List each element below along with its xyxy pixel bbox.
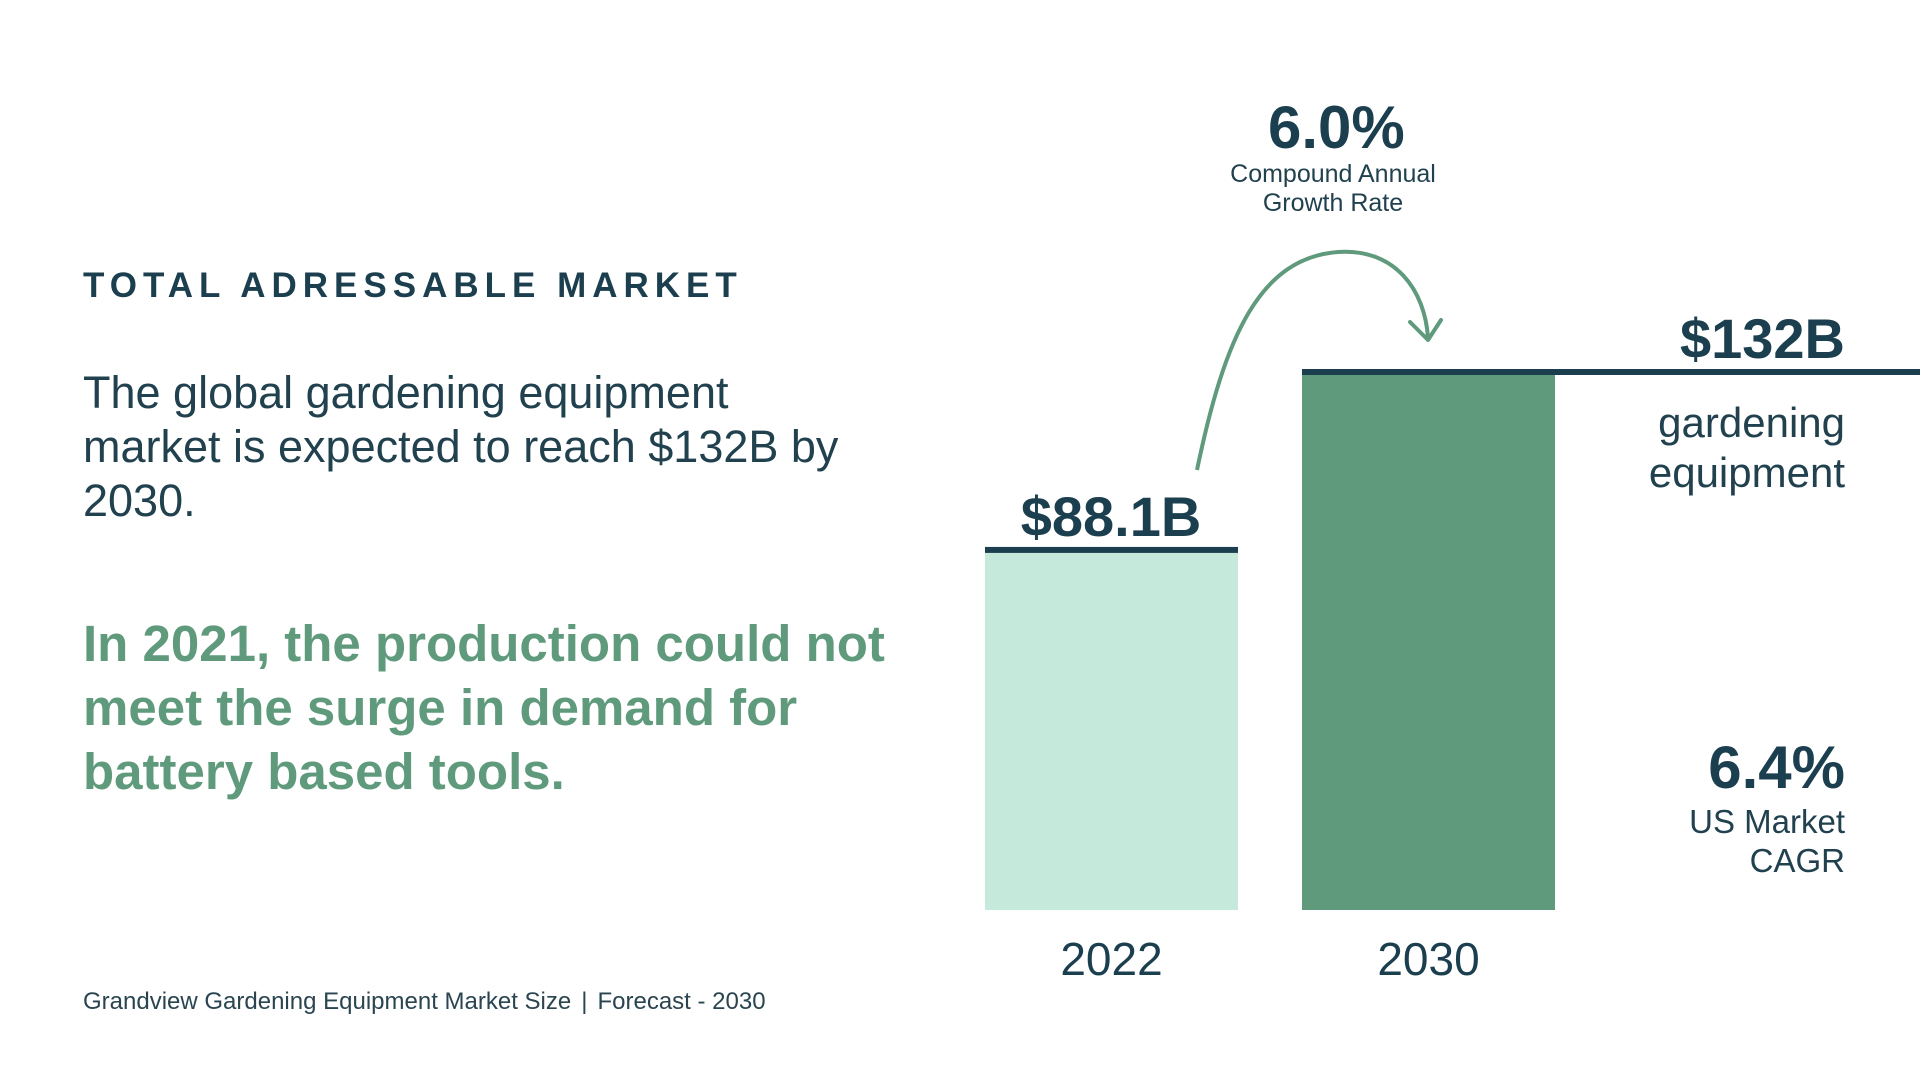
bar-2030	[1302, 375, 1555, 910]
data-label-2022: $88.1B	[1021, 485, 1202, 548]
cagr-global-label-line2: Growth Rate	[1262, 189, 1404, 217]
category-labels: 2022 2030	[1060, 933, 1479, 985]
value-line-2030	[1302, 369, 1920, 375]
source-separator: |	[581, 988, 588, 1015]
source-forecast: Forecast - 2030	[597, 988, 766, 1015]
bars-group	[985, 369, 1920, 910]
cagr-global-label-line1: Compound Annual	[1230, 160, 1436, 188]
end-value-caption-line2: equipment	[1648, 449, 1845, 496]
lead-text: The global gardening equipment market is…	[83, 367, 839, 526]
data-label-2030: $132B	[1680, 307, 1845, 370]
cagr-global-label: Compound Annual Growth Rate	[1200, 160, 1466, 218]
category-label-2030: 2030	[1377, 933, 1479, 985]
category-label-2022: 2022	[1060, 933, 1162, 985]
source-name: Grandview Gardening Equipment Market Siz…	[83, 988, 572, 1015]
end-value-caption: gardening equipment	[1560, 398, 1845, 498]
end-value-caption-line1: gardening	[1658, 399, 1845, 446]
cagr-global-value: 6.0%	[1268, 94, 1405, 161]
cagr-us-label: US Market CAGR	[1600, 802, 1845, 880]
cagr-us-value: 6.4%	[1708, 734, 1845, 801]
value-line-2022	[985, 546, 1238, 553]
growth-arrowhead-icon	[1408, 318, 1443, 342]
cagr-us-label-line1: US Market	[1689, 803, 1845, 840]
source-note: Grandview Gardening Equipment Market Siz…	[83, 988, 766, 1016]
section-heading: TOTAL ADRESSABLE MARKET	[83, 266, 743, 305]
growth-arrow	[1195, 249, 1430, 471]
bar-value-labels: $88.1B $132B	[1021, 307, 1845, 548]
bar-2022	[985, 552, 1238, 910]
cagr-us-label-line2: CAGR	[1749, 842, 1845, 879]
highlight-text: In 2021, the production could not meet t…	[83, 615, 885, 800]
